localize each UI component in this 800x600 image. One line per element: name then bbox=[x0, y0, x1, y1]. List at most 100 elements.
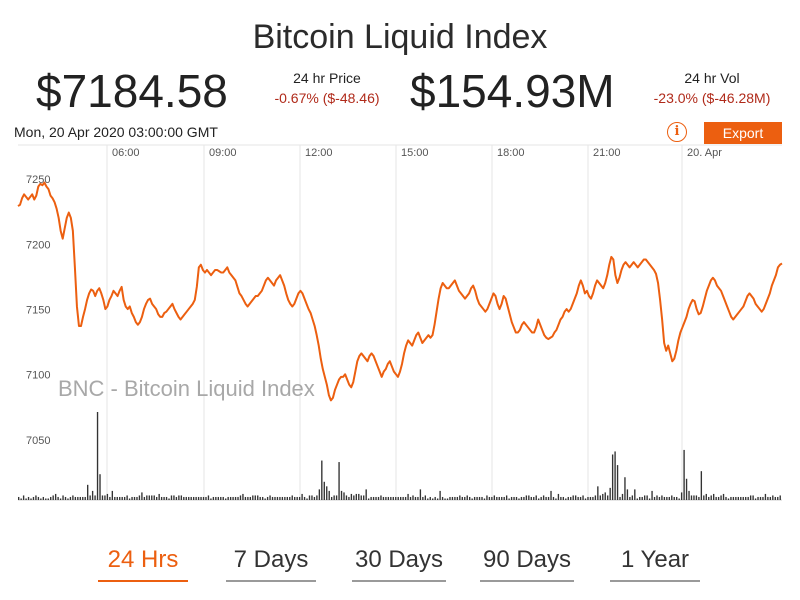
volume-bar bbox=[651, 490, 653, 500]
volume-bar bbox=[454, 496, 456, 500]
range-90d-button[interactable]: 90 Days bbox=[480, 546, 574, 582]
volume-bar bbox=[555, 498, 557, 500]
volume-bar bbox=[673, 496, 675, 500]
price-chart: 06:00 09:00 12:00 15:00 18:00 21:00 20. Apr 705… bbox=[17, 144, 783, 501]
volume-bar bbox=[345, 495, 348, 500]
volume-bar bbox=[205, 496, 207, 500]
info-icon[interactable]: i bbox=[667, 122, 687, 142]
volume-bar bbox=[708, 496, 710, 500]
volume-bar bbox=[37, 496, 40, 500]
volume-bar bbox=[59, 498, 62, 500]
volume-bar bbox=[749, 495, 752, 500]
volume-bar bbox=[769, 496, 772, 500]
volume-bar bbox=[530, 496, 532, 500]
volume-bar bbox=[779, 495, 781, 500]
range-24h-button[interactable]: 24 Hrs bbox=[98, 546, 188, 582]
volume-bar bbox=[678, 498, 680, 500]
volume-bar bbox=[698, 496, 700, 500]
volume-bar bbox=[705, 493, 707, 500]
volume-bar bbox=[422, 496, 424, 500]
volume-bar bbox=[720, 495, 722, 500]
volume-bar bbox=[146, 495, 148, 500]
volume-bar bbox=[772, 495, 774, 500]
volume-bar bbox=[239, 495, 242, 500]
volume-bar bbox=[616, 465, 619, 500]
volume-bar bbox=[722, 493, 725, 500]
volume-bar bbox=[498, 496, 500, 500]
volume-bar bbox=[432, 498, 434, 500]
volume-bar bbox=[323, 481, 325, 500]
range-7d-button[interactable]: 7 Days bbox=[226, 546, 316, 582]
volume-bar bbox=[577, 496, 579, 500]
volume-bar bbox=[316, 495, 318, 500]
volume-bar bbox=[363, 495, 365, 500]
range-30d-button[interactable]: 30 Days bbox=[352, 546, 446, 582]
volume-bar bbox=[266, 496, 269, 500]
volume-bar bbox=[488, 496, 491, 500]
volume-bar bbox=[326, 486, 328, 500]
volume-bar bbox=[220, 496, 222, 500]
volume-bar bbox=[27, 496, 30, 500]
volume-bar bbox=[365, 489, 367, 500]
volume-bar bbox=[579, 496, 582, 500]
volume-bar bbox=[79, 496, 81, 500]
volume-bar bbox=[444, 498, 446, 500]
volume-bar bbox=[101, 495, 104, 500]
volume-bar bbox=[67, 498, 69, 500]
volume-bar bbox=[328, 490, 330, 500]
volume-bar bbox=[200, 496, 202, 500]
volume-bar bbox=[547, 496, 550, 500]
volume-bar bbox=[570, 496, 572, 500]
volume-bar bbox=[754, 498, 757, 500]
volume-bar bbox=[505, 495, 508, 500]
volume-bar bbox=[131, 496, 133, 500]
volume-bar bbox=[165, 496, 168, 500]
volume-bar bbox=[483, 498, 486, 500]
volume-bar bbox=[459, 495, 461, 500]
volume-bar bbox=[508, 498, 510, 500]
volume-bar bbox=[215, 496, 217, 500]
volume-bar bbox=[390, 496, 392, 500]
volume-bar bbox=[740, 496, 742, 500]
volume-bar bbox=[111, 490, 114, 500]
volume-bar bbox=[212, 496, 215, 500]
volume-bar bbox=[395, 496, 397, 500]
volume-bar bbox=[291, 495, 293, 500]
export-button[interactable]: Export bbox=[704, 122, 782, 144]
volume-bar bbox=[764, 493, 767, 500]
volume-bar bbox=[429, 496, 431, 500]
volume-bar bbox=[476, 496, 478, 500]
volume-bar bbox=[451, 496, 454, 500]
volume-bar bbox=[18, 496, 20, 500]
price-stat: 24 hr Price -0.67% ($-48.46) bbox=[262, 70, 392, 106]
volume-bar bbox=[25, 498, 27, 500]
volume-bar bbox=[656, 495, 658, 500]
volume-bar bbox=[732, 496, 735, 500]
volume-bar bbox=[185, 496, 187, 500]
volume-bar bbox=[538, 498, 540, 500]
volume-bar bbox=[619, 496, 621, 500]
range-1y-button[interactable]: 1 Year bbox=[610, 546, 700, 582]
volume-bar bbox=[643, 495, 646, 500]
volume-bar bbox=[222, 496, 224, 500]
volume-bar bbox=[545, 496, 547, 500]
volume-bar bbox=[414, 496, 417, 500]
volume-bar bbox=[621, 493, 624, 500]
volume-bar bbox=[565, 498, 567, 500]
volume-bar bbox=[417, 496, 419, 500]
volume-bar bbox=[143, 496, 146, 500]
volume-bar bbox=[639, 496, 641, 500]
volume-bar bbox=[195, 496, 197, 500]
volume-bar bbox=[557, 493, 560, 500]
volume-bar bbox=[62, 495, 64, 500]
volume-bar bbox=[136, 496, 138, 500]
volume-bar bbox=[466, 495, 468, 500]
volume-bar bbox=[409, 496, 412, 500]
volume-bar bbox=[47, 498, 49, 500]
volume-bar bbox=[592, 496, 594, 500]
volume-bar bbox=[188, 496, 190, 500]
volume-bar bbox=[427, 498, 429, 500]
x-tick-label: 12:00 bbox=[305, 147, 333, 159]
volume-bar bbox=[89, 495, 91, 500]
current-price: $7184.58 bbox=[36, 65, 228, 117]
